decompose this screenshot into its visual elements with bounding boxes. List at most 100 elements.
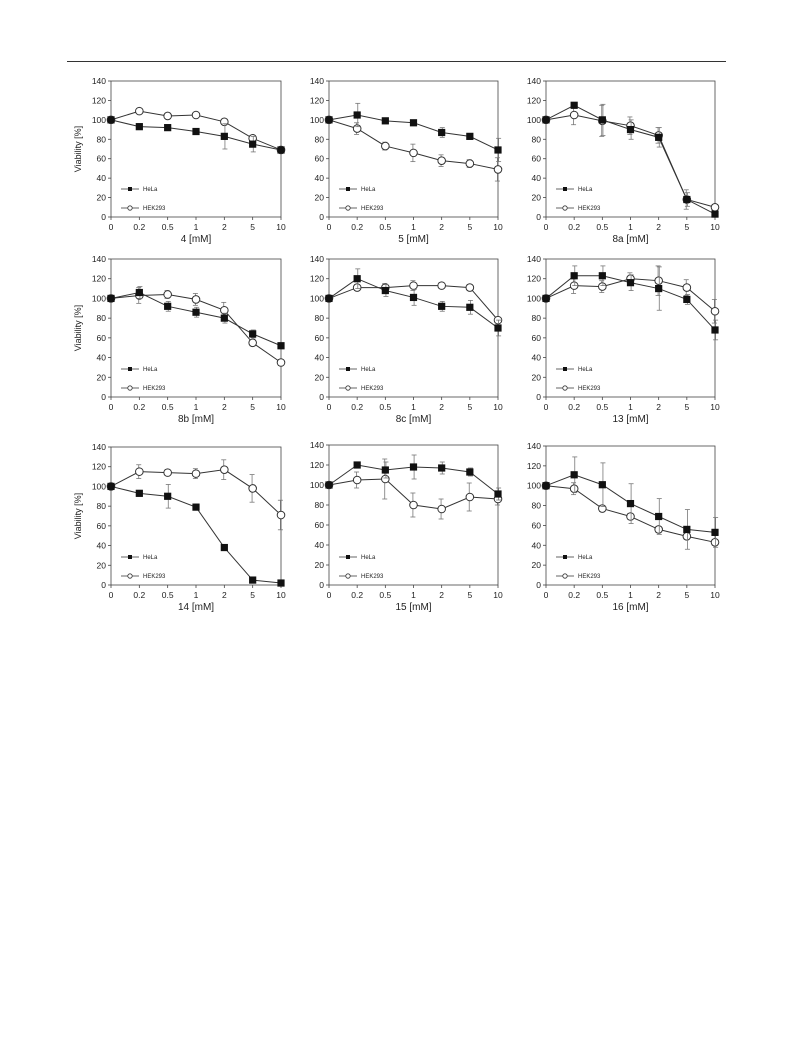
data-point-hela (164, 124, 172, 132)
x-tick-label: 0.5 (596, 402, 608, 412)
data-point-hela (220, 314, 228, 322)
legend-label-hela: HeLa (361, 555, 376, 561)
y-tick-label: 140 (92, 76, 106, 86)
x-tick-label: 0.5 (162, 222, 174, 232)
data-point-hela (683, 525, 691, 533)
chart-panel-6: 0 20 40 60 80 100 120 140 0 0.2 0.5 1 2 5 10 13 [mM] HeL… (527, 254, 720, 425)
data-point-hek293 (569, 484, 579, 493)
legend-label-hek293: HEK293 (143, 206, 166, 212)
data-point-hela (655, 284, 663, 293)
y-tick-label: 80 (532, 134, 542, 144)
x-tick-label: 0 (327, 590, 332, 600)
x-tick-label: 0 (109, 222, 114, 232)
legend-label-hek293: HEK293 (143, 574, 166, 580)
data-point-hela (598, 481, 606, 489)
data-point-hek293 (163, 290, 172, 299)
y-tick-label: 20 (315, 560, 325, 570)
data-point-hela (107, 116, 115, 124)
x-tick-label: 5 (250, 222, 255, 232)
legend: HeLa HEK293 (556, 555, 601, 580)
legend-marker-hela (346, 187, 350, 191)
x-tick-label: 0.2 (568, 590, 580, 600)
data-point-hela (683, 195, 691, 204)
legend-label-hela: HeLa (578, 555, 593, 561)
data-point-hela (249, 576, 257, 584)
data-point-hek293 (493, 165, 503, 174)
legend-label-hela: HeLa (143, 187, 158, 193)
x-tick-label: 1 (194, 590, 199, 600)
legend-label-hek293: HEK293 (361, 574, 384, 580)
legend-marker-hek293 (345, 573, 351, 579)
y-tick-label: 80 (315, 313, 325, 323)
data-point-hela (438, 128, 446, 137)
y-tick-label: 0 (536, 392, 541, 402)
x-tick-label: 2 (439, 590, 444, 600)
x-tick-label: 10 (710, 590, 720, 600)
data-point-hek293 (654, 276, 663, 285)
x-axis-label: 14 [mM] (178, 602, 214, 613)
data-point-hek293 (163, 111, 172, 121)
data-point-hela (381, 286, 389, 295)
y-tick-label: 60 (532, 520, 542, 530)
x-tick-label: 0 (109, 590, 114, 600)
data-point-hek293 (381, 474, 390, 484)
series-line (110, 293, 282, 363)
data-point-hela (107, 482, 115, 491)
legend-label-hek293: HEK293 (361, 386, 384, 392)
x-tick-label: 1 (628, 402, 633, 412)
data-point-hek293 (220, 305, 229, 315)
data-point-hela (438, 464, 446, 472)
legend-marker-hek293 (127, 385, 133, 391)
y-tick-label: 120 (527, 274, 541, 284)
data-point-hela (542, 294, 550, 303)
x-axis-label: 16 [mM] (612, 602, 648, 613)
y-tick-label: 140 (92, 254, 106, 264)
x-tick-label: 0.2 (568, 402, 580, 412)
y-tick-label: 100 (527, 481, 541, 491)
data-point-hela (570, 272, 578, 280)
x-tick-label: 2 (222, 590, 227, 600)
x-tick-label: 1 (411, 222, 416, 232)
data-point-hek293 (710, 306, 720, 316)
x-axis-label: 8a [mM] (612, 234, 648, 245)
series-hela (542, 265, 719, 341)
y-tick-label: 40 (532, 353, 542, 363)
y-tick-label: 60 (97, 333, 107, 343)
data-point-hela (570, 471, 578, 479)
legend-marker-hela (563, 187, 567, 191)
y-tick-label: 100 (527, 293, 541, 303)
x-tick-label: 0.5 (379, 222, 391, 232)
legend-marker-hek293 (562, 385, 568, 391)
y-tick-label: 100 (310, 480, 324, 490)
data-point-hek293 (276, 358, 286, 367)
x-tick-label: 10 (710, 402, 720, 412)
y-tick-label: 0 (319, 580, 324, 590)
data-point-hek293 (220, 465, 229, 474)
legend: HeLa HEK293 (339, 555, 384, 580)
y-tick-label: 120 (310, 95, 324, 105)
y-tick-label: 0 (101, 580, 106, 590)
data-point-hek293 (409, 148, 418, 158)
x-axis-label: 13 [mM] (612, 414, 648, 425)
plot-frame (110, 80, 282, 218)
x-tick-label: 5 (250, 402, 255, 412)
x-tick-label: 0 (327, 402, 332, 412)
data-point-hela (192, 127, 200, 136)
legend-label-hela: HeLa (143, 367, 158, 373)
legend-label-hela: HeLa (578, 367, 593, 373)
y-tick-label: 0 (536, 212, 541, 222)
data-point-hela (277, 146, 285, 154)
legend-marker-hela (128, 187, 132, 191)
data-point-hek293 (682, 283, 692, 292)
x-tick-label: 0.5 (162, 590, 174, 600)
legend-marker-hek293 (345, 205, 351, 211)
x-tick-label: 0.5 (379, 590, 391, 600)
y-tick-label: 100 (92, 293, 106, 303)
data-point-hela (135, 288, 143, 297)
data-point-hela (353, 461, 361, 469)
data-point-hek293 (569, 110, 579, 120)
x-tick-label: 1 (411, 402, 416, 412)
chart-panel-2: 0 20 40 60 80 100 120 140 0 0.2 0.5 1 2 5 10 5 [mM] HeLa… (310, 76, 503, 245)
series-hek293 (106, 287, 286, 367)
x-tick-label: 1 (194, 402, 199, 412)
